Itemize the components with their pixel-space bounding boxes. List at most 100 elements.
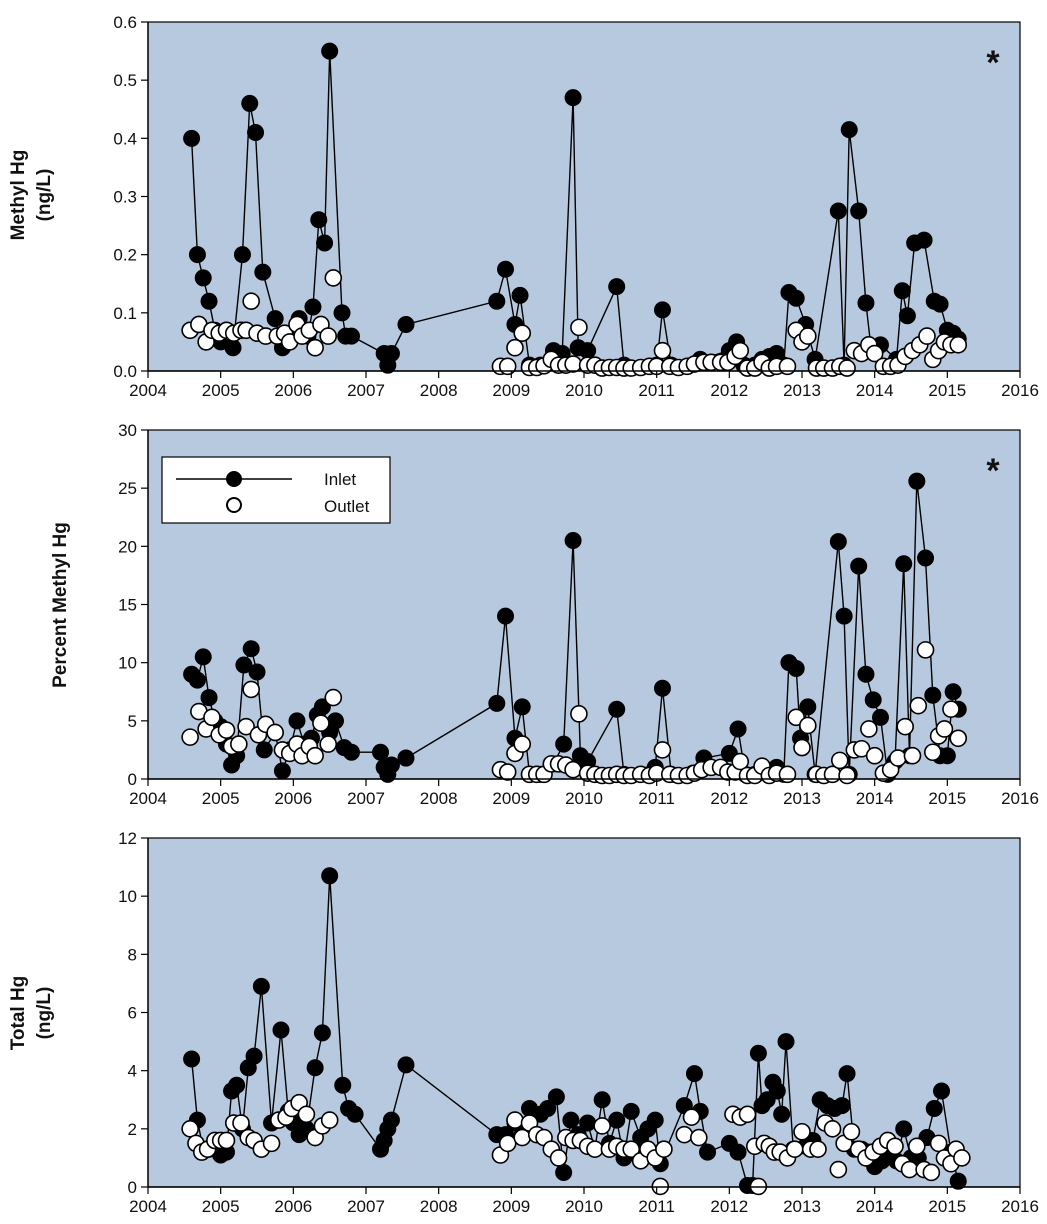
- inlet-point: [699, 1143, 717, 1161]
- inlet-point: [871, 708, 889, 726]
- x-tick-label: 2012: [710, 789, 748, 808]
- y-tick-label: 20: [118, 537, 137, 556]
- outlet-point: [799, 716, 817, 735]
- inlet-point: [729, 720, 747, 738]
- y-tick-label: 0.0: [113, 362, 137, 381]
- outlet-point: [690, 1128, 708, 1147]
- inlet-point: [497, 607, 515, 625]
- outlet-point: [297, 1105, 316, 1124]
- panel-percent-methyl-hg: 2004 2005 2006 2007 2008 2009 2010 2011 2012 2013…: [50, 421, 1039, 808]
- x-tick-label: 2008: [420, 381, 458, 400]
- y-tick-label: 0.5: [113, 71, 137, 90]
- outlet-point: [916, 641, 935, 659]
- outlet-point: [886, 1137, 904, 1156]
- inlet-point: [622, 1102, 640, 1120]
- outlet-point: [564, 355, 582, 373]
- outlet-point: [830, 751, 849, 770]
- inlet-point: [326, 712, 344, 730]
- inlet-point: [857, 665, 875, 683]
- outlet-point: [809, 1140, 827, 1158]
- outlet-point: [675, 1125, 694, 1144]
- inlet-point: [799, 698, 817, 716]
- outlet-point: [513, 1128, 532, 1147]
- x-tick-label: 2012: [710, 381, 748, 400]
- y-tick-label: 12: [118, 829, 137, 848]
- x-tick-label: 2008: [420, 1197, 458, 1216]
- inlet-point: [593, 1091, 611, 1109]
- inlet-point: [777, 1033, 795, 1051]
- outlet-point: [785, 1140, 804, 1158]
- inlet-point: [382, 1111, 400, 1129]
- y-tick-label: 0.3: [113, 188, 137, 207]
- inlet-point: [194, 648, 212, 666]
- y-tick-label: 0.6: [113, 13, 137, 32]
- x-tick-label: 2009: [492, 381, 530, 400]
- legend-outlet-marker: [226, 497, 242, 513]
- outlet-point: [953, 1149, 971, 1167]
- inlet-point: [898, 307, 916, 325]
- outlet-point: [306, 746, 324, 765]
- outlet-point: [842, 1122, 861, 1141]
- inlet-point: [235, 656, 253, 674]
- x-tick-label: 2006: [274, 1197, 312, 1216]
- y-axis-label-percent-methyl-hg: Percent Methyl Hg: [50, 522, 71, 688]
- inlet-point: [272, 1021, 290, 1039]
- y-tick-label: 0.1: [113, 304, 137, 323]
- x-tick-label: 2013: [783, 789, 821, 808]
- x-tick-label: 2013: [783, 381, 821, 400]
- y-tick-label: 5: [128, 712, 137, 731]
- inlet-point: [288, 712, 306, 730]
- outlet-point: [653, 741, 672, 759]
- inlet-point: [247, 124, 265, 142]
- x-tick-label: 2009: [492, 789, 530, 808]
- outlet-point: [738, 1105, 757, 1124]
- inlet-point: [925, 1099, 943, 1117]
- outlet-point: [506, 1111, 524, 1129]
- outlet-point: [570, 318, 588, 337]
- x-tick-label: 2013: [783, 1197, 821, 1216]
- outlet-point: [949, 336, 968, 354]
- y-tick-label: 30: [118, 421, 137, 440]
- inlet-point: [183, 129, 201, 147]
- x-tick-label: 2010: [565, 381, 603, 400]
- inlet-point: [224, 339, 242, 357]
- outlet-point: [865, 746, 884, 765]
- inlet-point: [252, 977, 270, 995]
- inlet-point: [835, 607, 853, 625]
- inlet-point: [183, 1050, 201, 1068]
- y-tick-label: 0: [128, 770, 137, 789]
- y-axis-label-total-hg-line1: Total Hg: [8, 976, 29, 1051]
- outlet-markers-methyl-hg: [181, 269, 968, 377]
- outlet-point: [900, 1160, 919, 1179]
- inlet-point: [608, 700, 626, 718]
- x-tick-label: 2004: [129, 789, 167, 808]
- inlet-point: [372, 743, 390, 761]
- y-tick-label: 8: [128, 945, 137, 964]
- y-axis-label-total-hg-line2: (ng/L): [34, 987, 55, 1040]
- x-tick-label: 2014: [856, 381, 894, 400]
- outlet-point: [793, 738, 811, 757]
- outlet-point: [232, 1114, 250, 1132]
- inlet-point: [915, 231, 933, 249]
- outlet-point: [564, 760, 582, 779]
- inlet-point: [488, 694, 506, 712]
- outlet-point: [823, 1120, 842, 1138]
- outlet-point: [909, 696, 928, 715]
- inlet-point: [397, 315, 415, 333]
- inlet-point: [397, 1056, 415, 1074]
- inlet-point: [555, 735, 573, 753]
- outlet-point: [949, 729, 968, 748]
- outlet-point: [324, 688, 343, 707]
- x-tick-label: 2006: [274, 789, 312, 808]
- inlet-point: [829, 202, 847, 220]
- inlet-point: [608, 1111, 626, 1129]
- x-tick-label: 2007: [347, 381, 385, 400]
- inlet-point: [555, 1163, 573, 1181]
- outlet-point: [793, 1122, 811, 1141]
- inlet-point: [547, 1088, 565, 1106]
- inlet-point: [924, 686, 942, 704]
- outlet-point: [513, 735, 532, 753]
- outlet-point: [653, 341, 672, 360]
- inlet-point: [342, 743, 360, 761]
- legend-box: [161, 456, 391, 524]
